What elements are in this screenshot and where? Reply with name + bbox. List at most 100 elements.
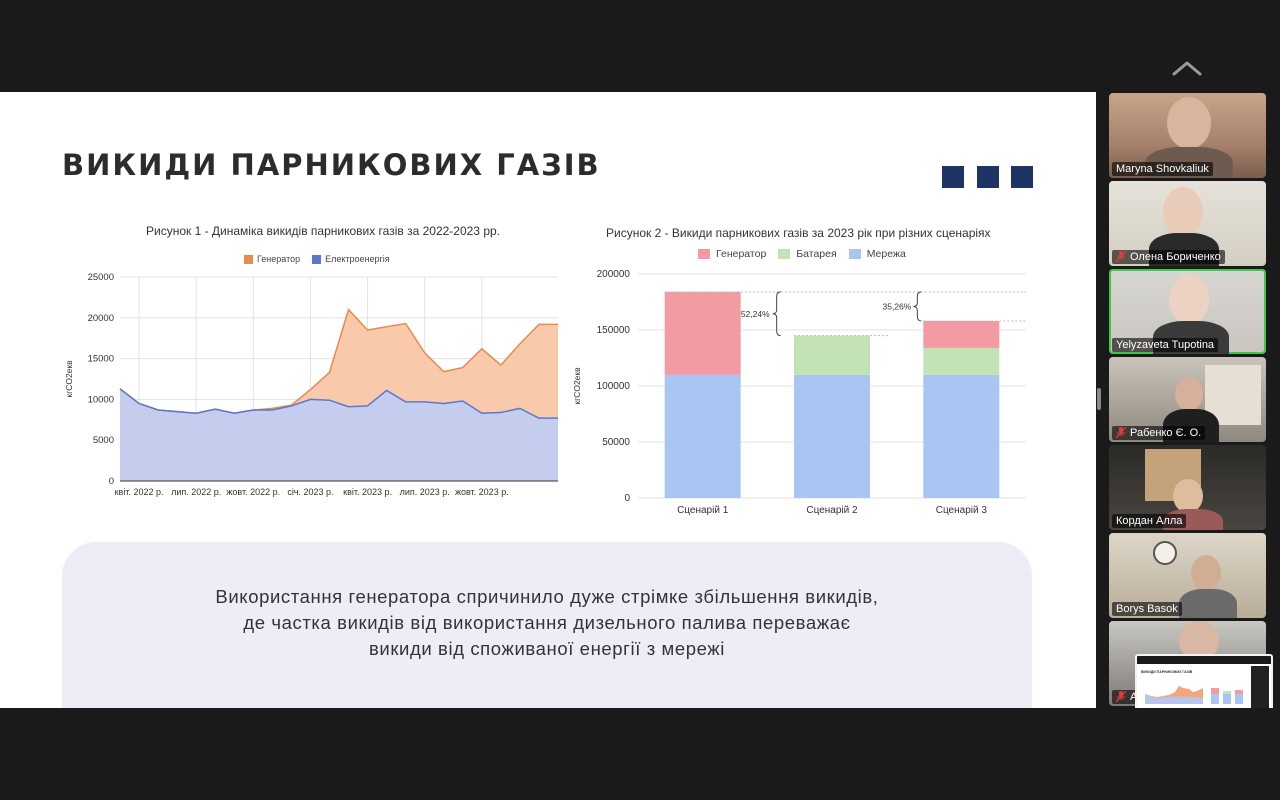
participant-name: Borys Basok <box>1116 603 1178 615</box>
x-tick-label: лип. 2022 р. <box>171 487 221 497</box>
legend-item-electricity: Електроенергія <box>312 254 390 264</box>
participant-name: Кордан Алла <box>1116 515 1183 527</box>
chart1-title: Рисунок 1 - Динаміка викидів парникових … <box>146 224 500 238</box>
legend-swatch <box>312 254 322 264</box>
chart2-legend: Генератор Батарея Мережа <box>698 248 918 260</box>
bar-segment <box>664 374 741 498</box>
mic-off-icon <box>1116 691 1126 703</box>
participant-video <box>1169 275 1209 325</box>
thumb-topbar <box>1137 656 1271 664</box>
summary-line: Використання генератора спричинило дуже … <box>215 586 879 607</box>
summary-line: де частка викидів від використання дизел… <box>243 612 851 633</box>
bottom-bar <box>0 708 1280 800</box>
bar-segment <box>664 291 741 375</box>
y-tick-label: 50000 <box>602 437 630 448</box>
decor-square <box>1011 166 1033 188</box>
participant-name-tag: Рабенко Є. О. <box>1112 426 1206 440</box>
participant-video <box>1191 555 1221 591</box>
participant-video <box>1163 187 1203 237</box>
participant-name-tag: Кордан Алла <box>1112 514 1187 528</box>
legend-item-network: Мережа <box>848 248 906 260</box>
legend-swatch <box>848 249 861 259</box>
decor-square <box>942 166 964 188</box>
participant-name: Yelyzaveta Tupotina <box>1116 339 1215 351</box>
thumb-charts <box>1145 686 1243 704</box>
summary-line: викиди від споживаної енергії з мережі <box>369 638 725 659</box>
chevron-up-icon[interactable] <box>1172 60 1202 76</box>
summary-box: Використання генератора спричинило дуже … <box>62 542 1032 708</box>
bracket-annotation <box>772 291 781 337</box>
participant-name-tag: А <box>1112 690 1142 704</box>
x-tick-label: жовт. 2023 р. <box>455 487 509 497</box>
y-tick-label: 5000 <box>93 435 114 446</box>
slide-title: ВИКИДИ ПАРНИКОВИХ ГАЗІВ <box>62 148 601 182</box>
top-bar <box>0 0 1280 92</box>
y-tick-label: 150000 <box>597 325 631 336</box>
participant-name-tag: Maryna Shovkaliuk <box>1112 162 1213 176</box>
legend-item-generator: Генератор <box>244 254 300 264</box>
participant-tile[interactable]: Рабенко Є. О. <box>1109 357 1266 442</box>
legend-label: Батарея <box>796 248 837 260</box>
legend-swatch <box>698 249 710 259</box>
chart2-title: Рисунок 2 - Викиди парникових газів за 2… <box>606 226 991 240</box>
participant-tile[interactable]: Maryna Shovkaliuk <box>1109 93 1266 178</box>
mic-off-icon <box>1116 251 1126 263</box>
bracket-annotation <box>913 291 922 322</box>
x-tick-label: квіт. 2023 р. <box>343 487 392 497</box>
x-tick-label: лип. 2023 р. <box>400 487 450 497</box>
series-area-electricity <box>120 388 558 481</box>
decor-square <box>977 166 999 188</box>
participant-name-tag: Yelyzaveta Tupotina <box>1112 338 1219 352</box>
participant-video <box>1175 377 1203 411</box>
participant-name: Maryna Shovkaliuk <box>1116 163 1209 175</box>
y-axis-label: кгCO2екв <box>64 360 74 398</box>
y-tick-label: 0 <box>624 493 630 504</box>
participant-name: Рабенко Є. О. <box>1130 427 1202 439</box>
panel-resize-handle[interactable] <box>1097 388 1101 410</box>
series-line-electricity <box>119 388 558 419</box>
legend-label: Генератор <box>257 254 301 264</box>
bar-segment <box>923 321 1000 348</box>
bar-segment <box>794 374 870 498</box>
participant-video <box>1167 97 1211 149</box>
chart1-area: 0 5000 10000 15000 20000 25000 квіт. 2022 р. ли… <box>64 272 558 497</box>
x-tick-label: січ. 2023 р. <box>287 487 333 497</box>
x-tick-label: Сценарій 2 <box>806 505 858 516</box>
participant-video <box>1153 541 1177 565</box>
x-tick-label: Сценарій 1 <box>677 505 729 516</box>
y-tick-label: 25000 <box>88 272 114 283</box>
legend-label: Електроенергія <box>325 254 390 264</box>
thumb-title: ВИКИДИ ПАРНИКОВИХ ГАЗІВ <box>1141 670 1193 674</box>
shared-slide: ВИКИДИ ПАРНИКОВИХ ГАЗІВ Рисунок 1 - Дина… <box>0 92 1096 708</box>
legend-item-battery: Батарея <box>778 248 837 260</box>
summary-text: Використання генератора спричинило дуже … <box>62 584 1032 662</box>
y-tick-label: 20000 <box>88 313 114 324</box>
y-tick-label: 15000 <box>88 354 114 365</box>
x-tick-label: жовт. 2022 р. <box>226 487 280 497</box>
participant-tile[interactable]: Borys Basok <box>1109 533 1266 618</box>
chart2-stacked-bar: 0 50000 100000 150000 200000 кгCO2екв Сценарій… <box>572 269 1026 516</box>
participant-video <box>1179 589 1237 618</box>
bar-segment <box>923 347 1000 375</box>
legend-label: Генератор <box>716 248 767 260</box>
legend-swatch <box>244 254 253 264</box>
y-tick-label: 0 <box>109 476 114 487</box>
participant-tile[interactable]: Кордан Алла <box>1109 445 1266 530</box>
y-tick-label: 10000 <box>88 394 114 405</box>
participant-video <box>1173 479 1203 513</box>
participant-name-tag: Олена Бориченко <box>1112 250 1225 264</box>
legend-item-generator: Генератор <box>698 248 766 260</box>
y-tick-label: 200000 <box>597 269 631 280</box>
bar-segment <box>794 335 870 375</box>
participant-tile[interactable]: Олена Бориченко <box>1109 181 1266 266</box>
annotation-label: 52,24% <box>741 309 770 319</box>
chart1-legend: Генератор Електроенергія <box>244 254 402 264</box>
y-axis-label: кгCO2екв <box>572 367 582 405</box>
participant-tile-speaking[interactable]: Yelyzaveta Tupotina <box>1109 269 1266 354</box>
legend-label: Мережа <box>866 248 906 260</box>
participant-name: А <box>1130 691 1138 703</box>
x-tick-label: Сценарій 3 <box>936 505 988 516</box>
legend-swatch <box>778 249 791 259</box>
bar-segment <box>923 374 1000 498</box>
participant-name-tag: Borys Basok <box>1112 602 1182 616</box>
